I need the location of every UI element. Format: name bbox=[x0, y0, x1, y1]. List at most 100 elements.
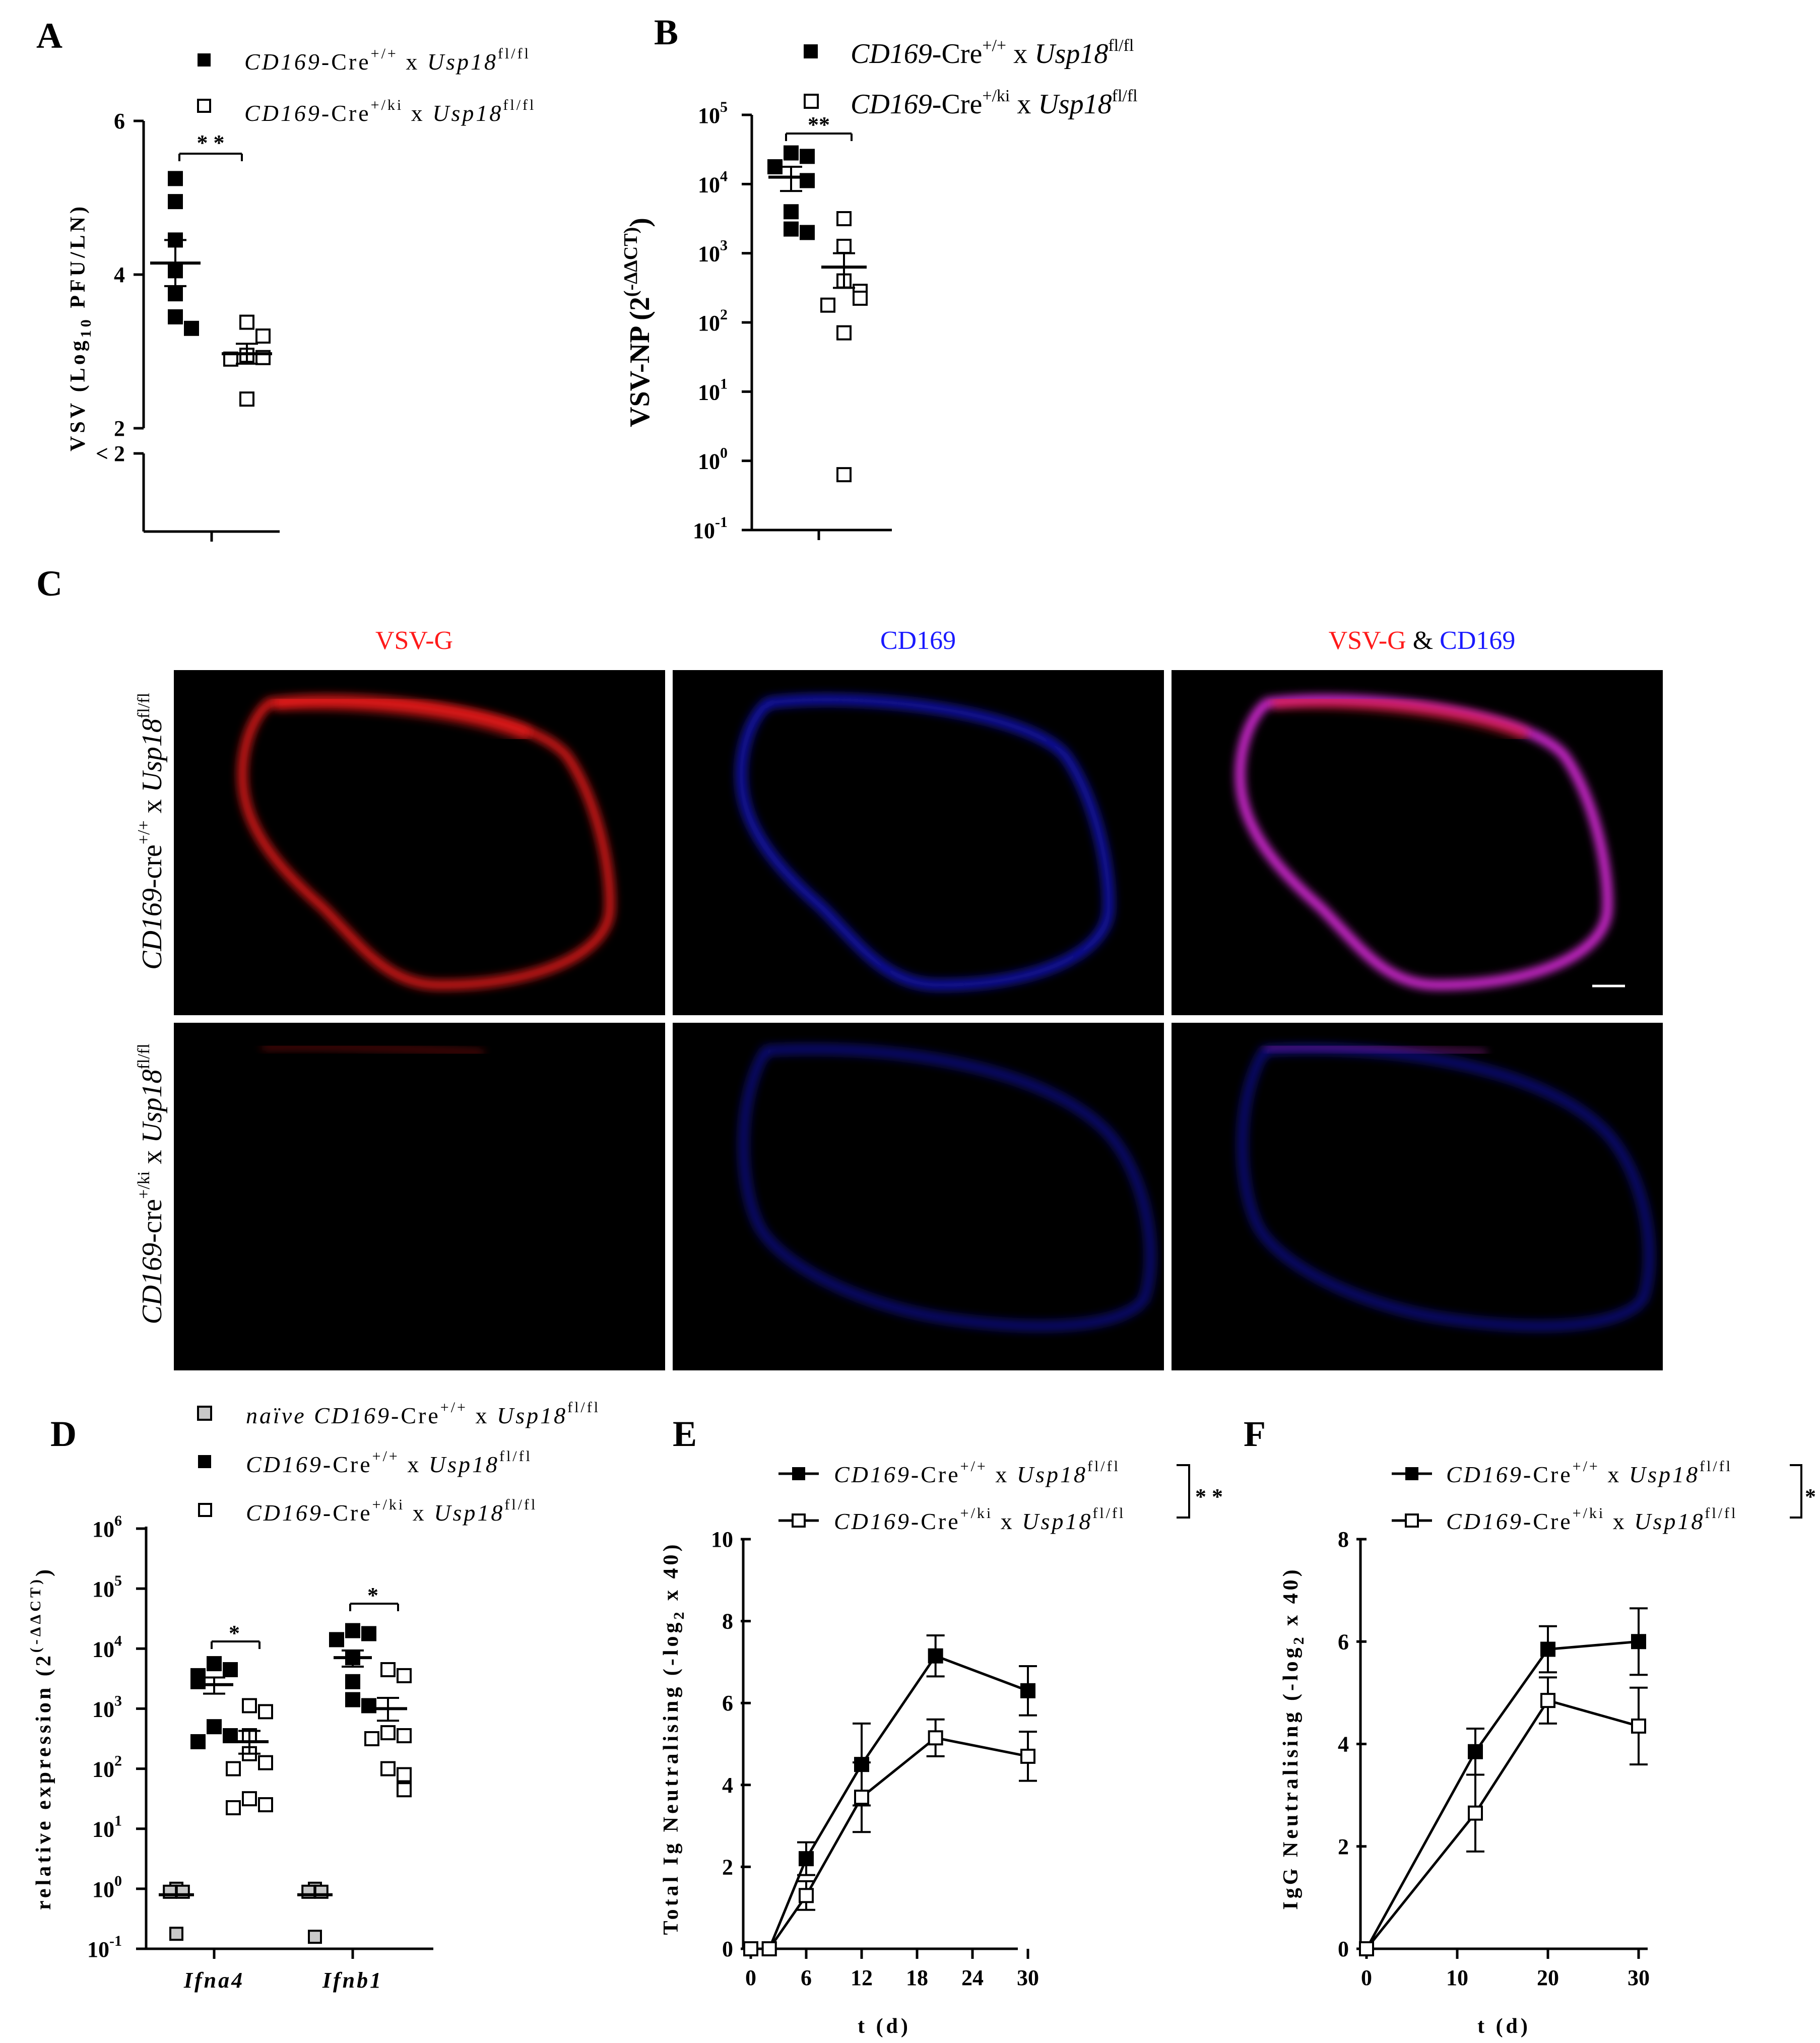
data-point bbox=[168, 309, 183, 324]
data-point bbox=[836, 325, 852, 341]
panel-e-label: E bbox=[673, 1414, 697, 1454]
data-point bbox=[1631, 1634, 1646, 1650]
legend-filled-square bbox=[1405, 1467, 1418, 1480]
panel-f-ylabel: IgG Neutralising (-log2 x 40) bbox=[1279, 1566, 1307, 1909]
data-point bbox=[380, 1725, 396, 1741]
significance-label: ** bbox=[808, 112, 830, 137]
x-tick-label: 24 bbox=[961, 1965, 984, 1990]
data-point bbox=[361, 1698, 376, 1714]
legend-open-square bbox=[197, 99, 211, 113]
category-label-ifnb1: Ifnb1 bbox=[322, 1968, 383, 1993]
y-tick-label: 6 bbox=[722, 1691, 733, 1716]
legend-wt-label: CD169-Cre+/+ x Usp18fl/fl bbox=[244, 45, 531, 75]
data-point bbox=[380, 1662, 396, 1677]
panel-a: A CD169-Cre+/+ x Usp18fl/fl CD169-Cre+/k… bbox=[36, 16, 536, 542]
panel-e-ylabel: Total Ig Neutralising (-log2 x 40) bbox=[660, 1542, 687, 1935]
legend-ki-label: CD169-Cre+/ki x Usp18fl/fl bbox=[246, 1496, 537, 1526]
data-point bbox=[836, 238, 852, 254]
data-point bbox=[397, 1668, 412, 1683]
data-point bbox=[168, 171, 183, 186]
data-point bbox=[820, 297, 835, 313]
y-tick-label: 2 bbox=[1338, 1834, 1349, 1859]
panel-c: C VSV-G CD169 VSV-G & CD169 CD169-cre+/+… bbox=[36, 563, 1663, 1370]
image-top-merge bbox=[1172, 670, 1663, 1015]
data-point bbox=[397, 1728, 412, 1744]
data-point bbox=[345, 1692, 360, 1707]
legend-filled-square bbox=[804, 44, 818, 58]
panel-f-label: F bbox=[1244, 1414, 1266, 1454]
row-label-top: CD169-cre+/+ x Usp18fl/fl bbox=[135, 693, 168, 970]
data-point bbox=[258, 1755, 273, 1770]
x-tick-label: 30 bbox=[1628, 1965, 1650, 1990]
legend-wt-label: CD169-Cre+/+ x Usp18fl/fl bbox=[246, 1448, 532, 1477]
data-point bbox=[1359, 1941, 1374, 1956]
x-tick-label: 12 bbox=[851, 1965, 873, 1990]
y-tick-label: 4 bbox=[1338, 1732, 1349, 1757]
data-point bbox=[258, 1797, 273, 1813]
image-bottom-vsvg bbox=[174, 1023, 665, 1370]
data-point bbox=[380, 1761, 396, 1776]
image-top-cd169 bbox=[673, 670, 1164, 1015]
legend-naive-label: naïve CD169-Cre+/+ x Usp18fl/fl bbox=[246, 1399, 600, 1428]
legend-filled-square bbox=[198, 1455, 211, 1468]
row-label-bottom: CD169-cre+/ki x Usp18fl/fl bbox=[135, 1043, 168, 1324]
data-point bbox=[854, 1790, 869, 1805]
y-tick-label: 0 bbox=[1338, 1937, 1349, 1961]
series-line bbox=[1365, 1640, 1639, 1950]
category-label-ifna4: Ifna4 bbox=[183, 1968, 244, 1993]
data-point bbox=[242, 1698, 257, 1714]
data-point bbox=[364, 1731, 379, 1746]
data-point bbox=[784, 145, 799, 161]
y-tick-label: 106 bbox=[92, 1512, 122, 1542]
data-point bbox=[255, 328, 271, 344]
significance-label: * bbox=[367, 1583, 378, 1608]
data-point bbox=[258, 1704, 273, 1720]
legend-ki-label: CD169-Cre+/ki x Usp18fl/fl bbox=[244, 97, 536, 126]
data-point bbox=[169, 1927, 183, 1941]
panel-f-legend: CD169-Cre+/+ x Usp18fl/fl CD169-Cre+/ki … bbox=[1392, 1458, 1816, 1534]
data-point bbox=[397, 1767, 412, 1783]
legend-open-square bbox=[804, 94, 819, 109]
node-outline-blue-faint bbox=[740, 1046, 1154, 1329]
series-line bbox=[751, 1736, 1028, 1950]
series-line bbox=[1366, 1699, 1639, 1950]
legend-open-square bbox=[792, 1513, 806, 1528]
data-point bbox=[207, 1719, 222, 1735]
data-point bbox=[800, 149, 815, 164]
data-point bbox=[1020, 1683, 1035, 1698]
y-tick-label: 10-1 bbox=[693, 514, 728, 543]
panel-d-legend: naïve CD169-Cre+/+ x Usp18fl/fl CD169-Cr… bbox=[197, 1399, 600, 1526]
node-rim-merge bbox=[1272, 695, 1529, 742]
data-point bbox=[223, 1662, 238, 1677]
x-tick-label: 0 bbox=[1361, 1965, 1372, 1990]
significance-bracket bbox=[1177, 1464, 1190, 1519]
legend-filled-square bbox=[792, 1467, 805, 1480]
y-tick-label: 4 bbox=[114, 262, 125, 287]
legend-open-square bbox=[1405, 1513, 1419, 1528]
y-tick-label: 105 bbox=[92, 1572, 122, 1602]
data-point bbox=[799, 1851, 814, 1867]
x-tick-label: 6 bbox=[801, 1965, 812, 1990]
node-rim-red-faint bbox=[262, 1044, 484, 1055]
panel-d-ylabel: relative expression (2(-ΔΔCT)) bbox=[27, 1566, 55, 1910]
data-point bbox=[800, 173, 815, 188]
y-tick-label: 105 bbox=[698, 99, 728, 128]
y-tick-label: 101 bbox=[698, 375, 728, 405]
y-tick-label: 102 bbox=[698, 306, 728, 336]
panel-b-legend: CD169-Cre+/+ x Usp18fl/fl CD169-Cre+/ki … bbox=[804, 36, 1138, 120]
y-tick-label: 6 bbox=[1338, 1629, 1349, 1654]
panel-d-label: D bbox=[50, 1414, 77, 1454]
data-point bbox=[190, 1734, 206, 1749]
y-tick-label: 100 bbox=[698, 445, 728, 474]
data-point bbox=[361, 1626, 376, 1641]
data-point bbox=[345, 1674, 360, 1689]
data-point bbox=[784, 221, 799, 237]
y-tick-label: 104 bbox=[92, 1632, 122, 1662]
x-tick-label: 30 bbox=[1017, 1965, 1039, 1990]
panel-e-legend: CD169-Cre+/+ x Usp18fl/fl CD169-Cre+/ki … bbox=[778, 1458, 1223, 1534]
x-tick-label: 10 bbox=[1446, 1965, 1468, 1990]
data-point bbox=[853, 290, 868, 306]
panel-e: E CD169-Cre+/+ x Usp18fl/fl CD169-Cre+/k… bbox=[660, 1414, 1223, 2038]
data-point bbox=[836, 467, 852, 483]
